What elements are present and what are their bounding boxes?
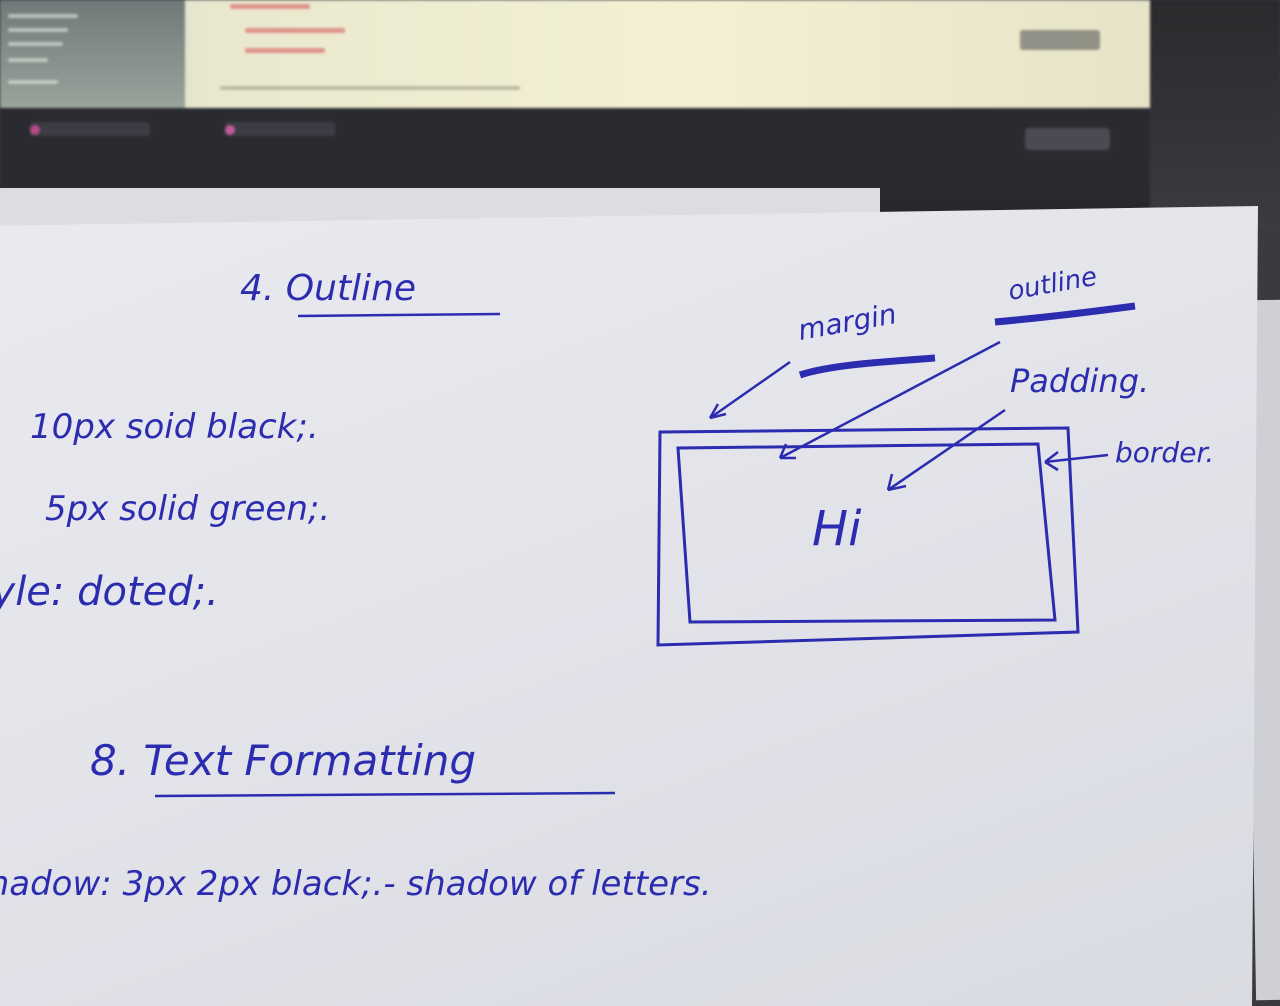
monitor-taskbar: [0, 108, 1150, 190]
margin-scribble: [798, 354, 936, 379]
label-outline: outline: [1006, 262, 1099, 307]
notebook-paper: [0, 206, 1258, 1006]
note-line-1: 10px soid black;.: [30, 407, 319, 447]
note-line-3: style: doted;.: [0, 569, 219, 615]
heading-outline-underline: [297, 312, 501, 318]
outline-arrow: [779, 340, 1001, 460]
label-padding: Padding.: [1010, 362, 1149, 400]
label-margin: margin: [795, 297, 898, 347]
heading-text-formatting: 8. Text Formatting: [90, 736, 476, 785]
monitor-sidebar: [0, 0, 185, 108]
margin-arrow: [709, 360, 791, 420]
border-arrow: [1044, 453, 1109, 464]
padding-arrow: [887, 408, 1006, 492]
note-line-4: shadow: 3px 2px black;.- shadow of lette…: [0, 864, 712, 904]
outline-scribble: [994, 302, 1136, 326]
monitor-bezel: [1150, 0, 1280, 230]
note-line-2: 5px solid green;.: [45, 489, 330, 529]
monitor-dark-button: [1025, 128, 1110, 150]
handwritten-notes: 4. Outline 10px soid black;. 5px solid g…: [0, 262, 1214, 904]
heading-outline: 4. Outline: [240, 268, 416, 309]
label-border: border.: [1115, 436, 1214, 469]
monitor-top-right-block: [1020, 30, 1100, 50]
monitor-screen: [0, 0, 1150, 108]
background-monitor: [0, 0, 1280, 230]
diagram-inner-box: [676, 442, 1057, 624]
box-model-diagram: Hi margin outline Padding. border.: [656, 262, 1214, 647]
diagram-outer-box: [656, 426, 1080, 647]
diagram-center-text: Hi: [812, 501, 862, 557]
heading-text-formatting-underline: [154, 791, 616, 798]
